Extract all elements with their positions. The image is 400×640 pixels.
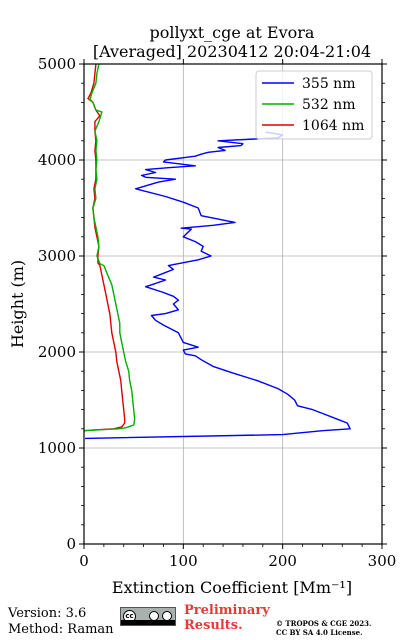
series-line-1064-nm <box>84 64 126 432</box>
y-tick-label: 1000 <box>38 439 76 457</box>
copyright-notice: © TROPOS & CGE 2023. CC BY SA 4.0 Licens… <box>276 619 371 637</box>
grid-lines <box>84 64 382 544</box>
y-tick-label: 4000 <box>38 151 76 169</box>
legend-label: 1064 nm <box>302 118 364 134</box>
legend-label: 532 nm <box>302 97 355 113</box>
series-line-355-nm <box>84 131 351 440</box>
x-tick-label: 0 <box>79 552 89 570</box>
plot-frame <box>83 63 383 545</box>
x-tick-label: 300 <box>368 552 397 570</box>
copyright-line2: CC BY SA 4.0 License. <box>276 628 363 637</box>
method-text: Method: Raman <box>8 622 114 637</box>
y-tick-label: 5000 <box>38 55 76 73</box>
x-axis-label: Extinction Coefficient [Mm⁻¹] <box>112 578 352 597</box>
preliminary-line2: Results. <box>184 618 243 633</box>
y-tick-label: 3000 <box>38 247 76 265</box>
x-axis-label-text: Extinction Coefficient [Mm⁻¹] <box>112 578 352 597</box>
legend: 355 nm 532 nm 1064 nm <box>255 70 373 140</box>
preliminary-notice: Preliminary Results. <box>184 603 270 633</box>
x-tick-label: 200 <box>268 552 297 570</box>
cc-license-badge: cc <box>120 607 176 626</box>
y-axis-label: Height (m) <box>8 260 27 348</box>
copyright-line1: © TROPOS & CGE 2023. <box>276 619 372 628</box>
chart-subtitle: [Averaged] 20230412 20:04-21:04 <box>93 42 371 61</box>
y-tick-label: 0 <box>66 535 76 553</box>
preliminary-line1: Preliminary <box>184 603 270 618</box>
legend-box <box>255 70 373 140</box>
series-line-532-nm <box>84 64 136 432</box>
x-tick-label: 100 <box>169 552 198 570</box>
footer-version-block: Version: 3.6 Method: Raman <box>8 606 114 638</box>
series-lines <box>84 64 351 440</box>
cc-by-sa-strip <box>121 620 175 625</box>
chart-title: pollyxt_cge at Evora <box>150 23 315 42</box>
legend-label: 355 nm <box>302 76 355 92</box>
version-text: Version: 3.6 <box>8 606 87 621</box>
y-tick-label: 2000 <box>38 343 76 361</box>
